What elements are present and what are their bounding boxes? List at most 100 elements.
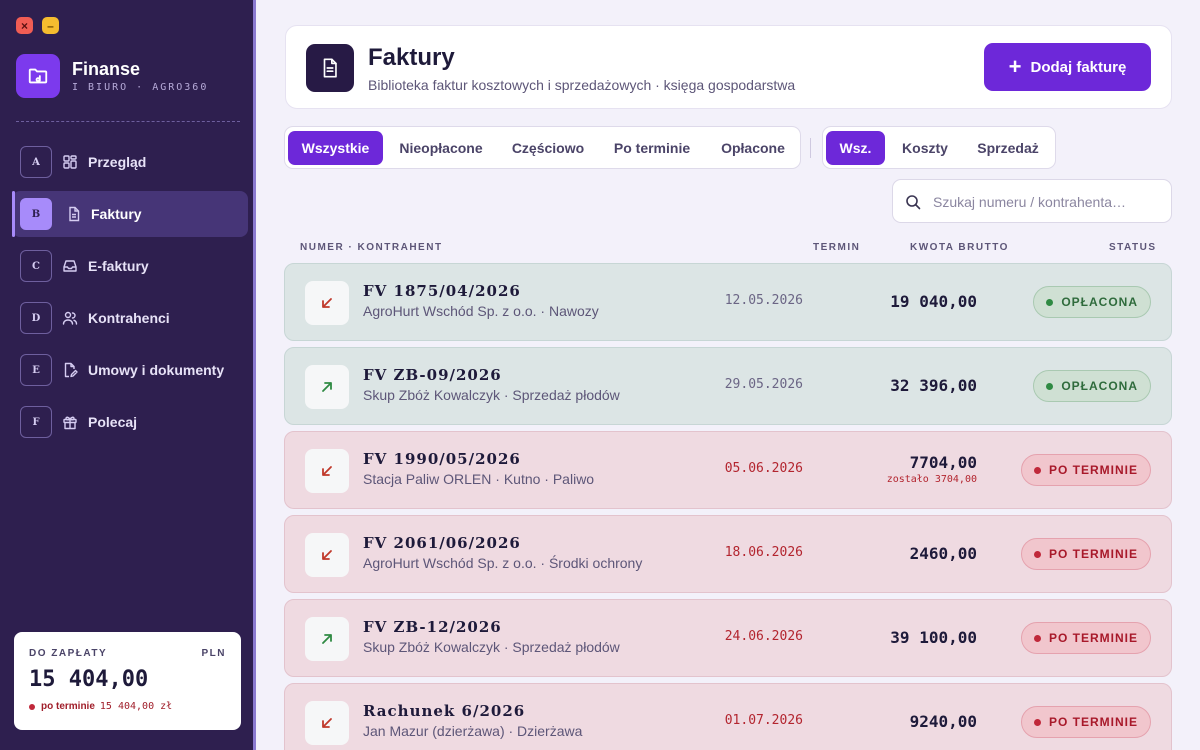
tab-sprzedaz[interactable]: Sprzedaż — [977, 140, 1039, 156]
tab-nieoplacone[interactable]: Nieopłacone — [399, 140, 483, 156]
invoice-number: FV 1875/04/2026 — [363, 282, 521, 300]
status-dot — [1033, 634, 1041, 642]
nav-shortcut-key: A — [20, 146, 52, 178]
sidebar-item-e-faktury[interactable]: C E-faktury — [12, 243, 248, 289]
invoice-due-date: 29.05.2026 — [724, 377, 803, 392]
column-header-number: NUMER · KONTRAHENT — [300, 242, 443, 253]
invoice-due-date: 05.06.2026 — [724, 461, 803, 476]
sidebar-divider — [16, 121, 240, 122]
window-close-button[interactable]: × — [16, 17, 33, 34]
table-row[interactable]: FV 2061/06/2026 AgroHurt Wschód Sp. z o.… — [284, 515, 1172, 593]
table-row[interactable]: FV 1875/04/2026 AgroHurt Wschód Sp. z o.… — [284, 263, 1172, 341]
folder-icon — [16, 54, 60, 98]
arrow-down-left-icon — [305, 281, 349, 325]
arrow-down-left-icon — [305, 701, 349, 745]
invoice-party: Stacja Paliw ORLEN · Kutno · Paliwo — [363, 471, 595, 487]
plus-icon: + — [1008, 54, 1022, 79]
sidebar-item-przeglad[interactable]: A Przegląd — [12, 139, 248, 185]
status-label: PO TERMINIE — [1048, 463, 1138, 477]
invoice-number: FV ZB-12/2026 — [363, 618, 502, 636]
tab-czesciowo[interactable]: Częściowo — [511, 140, 585, 156]
sidebar-item-umowy[interactable]: E Umowy i dokumenty — [12, 347, 248, 393]
type-filter-tabs: Wsz. Koszty Sprzedaż — [822, 126, 1056, 169]
invoice-due-date: 01.07.2026 — [724, 713, 803, 728]
table-row[interactable]: FV 1990/05/2026 Stacja Paliw ORLEN · Kut… — [284, 431, 1172, 509]
sidebar-item-label: Przegląd — [88, 154, 147, 170]
sidebar-item-label: Umowy i dokumenty — [88, 362, 225, 378]
gift-icon — [63, 416, 77, 430]
invoice-amount: 2460,00 — [909, 544, 977, 563]
amount-due-title: DO ZAPŁATY — [29, 648, 108, 659]
tab-wsz[interactable]: Wsz. — [826, 131, 885, 165]
invoice-amount: 39 100,00 — [890, 628, 977, 647]
arrow-up-right-icon — [305, 365, 349, 409]
tab-wszystkie[interactable]: Wszystkie — [288, 131, 383, 165]
invoice-party: Jan Mazur (dzierżawa) · Dzierżawa — [363, 723, 583, 739]
add-invoice-button[interactable]: + Dodaj fakturę — [984, 43, 1151, 91]
table-row[interactable]: Rachunek 6/2026 Jan Mazur (dzierżawa) · … — [284, 683, 1172, 750]
invoice-number: FV 2061/06/2026 — [363, 534, 521, 552]
search-input[interactable] — [933, 190, 1158, 214]
invoice-due-date: 18.06.2026 — [724, 545, 803, 560]
invoice-party: Skup Zbóż Kowalczyk · Sprzedaż płodów — [363, 387, 620, 403]
sidebar-item-polecaj[interactable]: F Polecaj — [12, 399, 248, 445]
inbox-icon — [63, 260, 77, 272]
add-invoice-label: Dodaj fakturę — [1030, 58, 1127, 76]
column-header-amount: KWOTA BRUTTO — [910, 242, 1009, 253]
status-badge: PO TERMINIE — [1020, 454, 1151, 486]
page-title: Faktury — [368, 44, 455, 71]
overdue-dot — [29, 703, 35, 710]
tab-koszty[interactable]: Koszty — [902, 140, 948, 156]
overdue-amount: 15 404,00 zł — [99, 701, 173, 712]
nav-shortcut-key: D — [20, 302, 52, 334]
nav-shortcut-key: E — [20, 354, 52, 386]
invoice-number: FV 1990/05/2026 — [363, 450, 521, 468]
dashboard-icon — [63, 155, 77, 169]
arrow-down-left-icon — [305, 533, 349, 577]
status-badge: OPŁACONA — [1033, 286, 1151, 318]
nav-shortcut-key: F — [20, 406, 52, 438]
page-subtitle: Biblioteka faktur kosztowych i sprzedażo… — [368, 77, 796, 93]
table-row[interactable]: FV ZB-09/2026 Skup Zbóż Kowalczyk · Sprz… — [284, 347, 1172, 425]
users-icon — [62, 311, 78, 325]
arrow-down-left-icon — [305, 449, 349, 493]
status-dot — [1046, 382, 1054, 390]
amount-due-card: DO ZAPŁATY PLN 15 404,00 po terminie 15 … — [14, 632, 241, 730]
sidebar-item-label: Kontrahenci — [88, 310, 170, 326]
tab-oplacone[interactable]: Opłacone — [721, 140, 785, 156]
search-box — [892, 179, 1172, 223]
document-icon — [69, 206, 80, 222]
status-label: PO TERMINIE — [1048, 631, 1138, 645]
sidebar: × – Finanse I BIURO · AGRO360 A Przegląd… — [0, 0, 256, 750]
invoice-due-date: 24.06.2026 — [724, 629, 803, 644]
sidebar-item-faktury[interactable]: B Faktury — [12, 191, 248, 237]
status-label: OPŁACONA — [1061, 379, 1138, 393]
amount-due-value: 15 404,00 — [29, 667, 149, 692]
active-indicator — [12, 191, 15, 237]
status-dot — [1033, 550, 1041, 558]
app-name: Finanse — [72, 59, 141, 79]
status-badge: PO TERMINIE — [1020, 622, 1151, 654]
sidebar-item-label: Polecaj — [88, 414, 138, 430]
overdue-summary: po terminie 15 404,00 zł — [29, 701, 172, 712]
status-badge: PO TERMINIE — [1020, 706, 1151, 738]
status-badge: OPŁACONA — [1033, 370, 1151, 402]
invoice-number: Rachunek 6/2026 — [363, 702, 526, 720]
tab-po-terminie[interactable]: Po terminie — [613, 140, 691, 156]
invoice-amount: 9240,00 — [909, 712, 977, 731]
status-dot — [1033, 718, 1041, 726]
nav-shortcut-key: C — [20, 250, 52, 282]
invoice-amount: 7704,00 — [909, 453, 977, 472]
arrow-up-right-icon — [305, 617, 349, 661]
status-dot — [1033, 466, 1041, 474]
invoice-amount: 19 040,00 — [890, 292, 977, 311]
invoice-amount: 32 396,00 — [890, 376, 977, 395]
table-row[interactable]: FV ZB-12/2026 Skup Zbóż Kowalczyk · Sprz… — [284, 599, 1172, 677]
sidebar-item-label: Faktury — [91, 206, 142, 222]
signed-document-icon — [64, 362, 78, 378]
tabs-divider — [810, 138, 811, 158]
page-header: Faktury Biblioteka faktur kosztowych i s… — [285, 25, 1172, 109]
sidebar-item-kontrahenci[interactable]: D Kontrahenci — [12, 295, 248, 341]
invoice-due-date: 12.05.2026 — [724, 293, 803, 308]
window-minimize-button[interactable]: – — [42, 17, 59, 34]
